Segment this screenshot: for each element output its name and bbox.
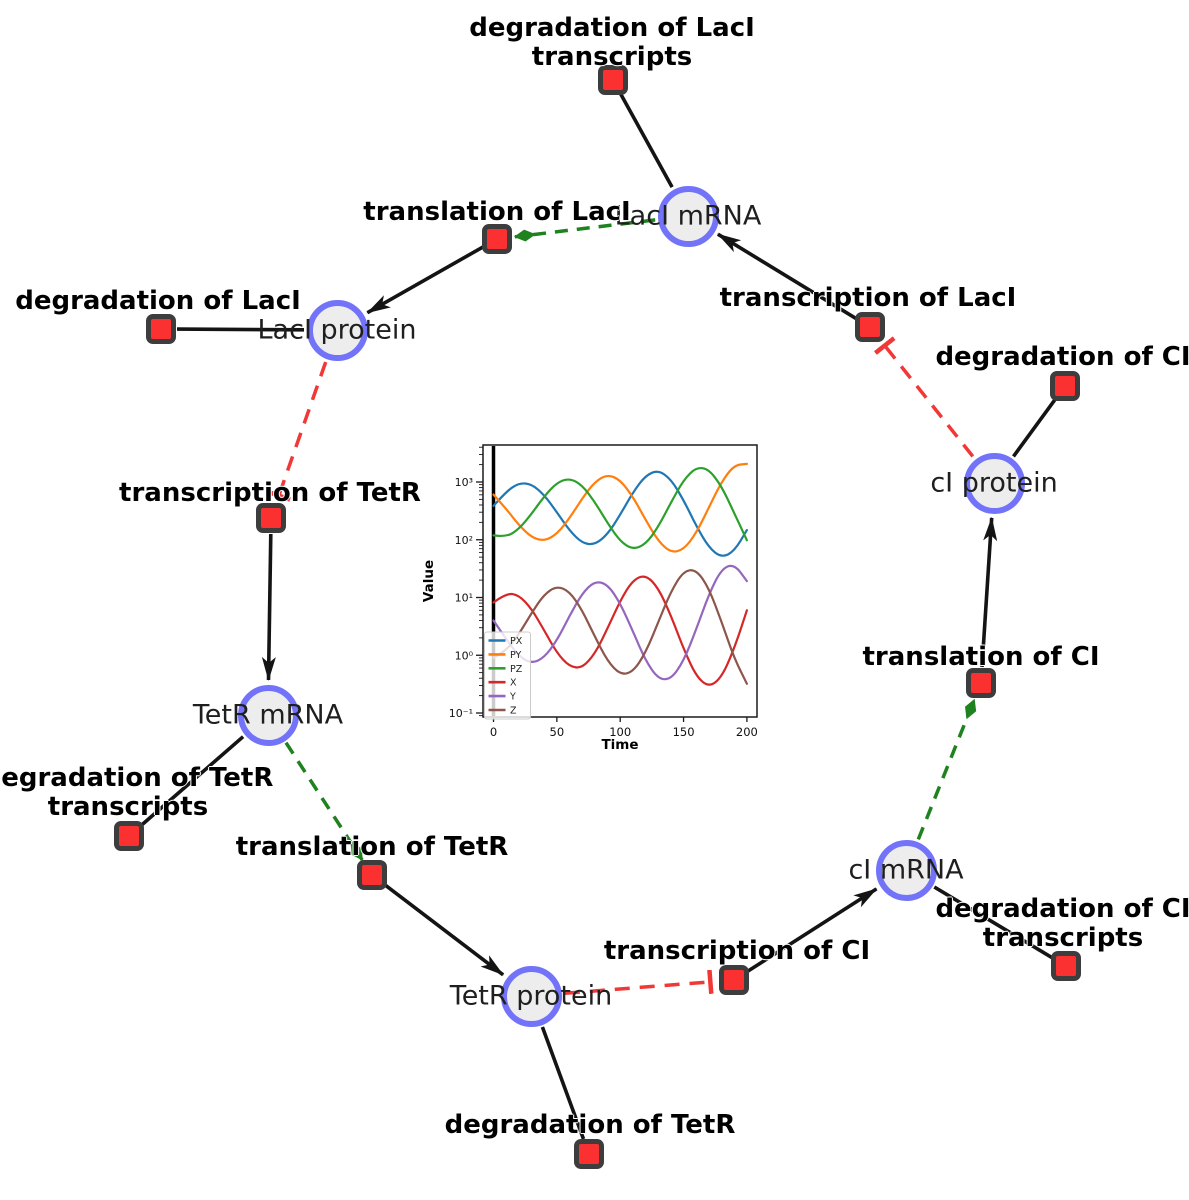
legend-label-Z: Z (510, 706, 517, 717)
reaction-label-tl_tetR: translation of TetR (235, 832, 509, 862)
reaction-node-tc_cI[interactable] (719, 965, 749, 995)
reaction-node-deg_tetR_tx[interactable] (114, 821, 144, 851)
species-node-cI_prot[interactable] (963, 452, 1025, 514)
chart-xtick-100: 100 (609, 725, 631, 739)
chart-ytick-3: 10³ (455, 476, 473, 489)
edge-production-tc_lacI-lacI_mRNA (716, 232, 858, 321)
reaction-label-tc_lacI: transcription of LacI (719, 283, 1017, 313)
reaction-node-deg_cI[interactable] (1050, 371, 1080, 401)
chart-ytick--1: 10⁻¹ (449, 707, 473, 720)
edge-modifier-lacI_mRNA-tl_lacI (513, 218, 656, 242)
species-label-lacI_mRNA: LacI mRNA (614, 200, 762, 232)
legend-label-Y: Y (509, 692, 516, 703)
chart-ylabel: Value (421, 560, 437, 602)
edge-consumption-tetR_prot-deg_tetR (540, 1026, 586, 1140)
chart-xtick-50: 50 (550, 725, 565, 739)
reaction-label-deg_cI_tx: degradation of CI transcripts (935, 894, 1189, 953)
species-label-cI_prot: cI protein (930, 467, 1058, 499)
chart-ytick-0: 10⁰ (455, 649, 474, 662)
edge-consumption-lacI_prot-deg_lacI (176, 327, 305, 332)
species-node-lacI_prot[interactable] (306, 299, 368, 361)
reaction-node-deg_lacI[interactable] (146, 314, 176, 344)
chart-line-Z (492, 569, 748, 685)
edge-consumption-cI_prot-deg_cI (1012, 397, 1057, 458)
species-node-tetR_prot[interactable] (500, 965, 562, 1027)
edge-consumption-lacI_mRNA-deg_lacI_tx (619, 93, 674, 188)
chart-xtick-150: 150 (673, 725, 695, 739)
reaction-label-deg_cI: degradation of CI (935, 342, 1189, 372)
inset-chart: 0 50 100 150 20010⁻¹10⁰10¹10²10³TimeValuePXP… (421, 444, 758, 753)
reaction-node-deg_lacI_tx[interactable] (598, 65, 628, 95)
reaction-node-deg_tetR[interactable] (574, 1139, 604, 1169)
species-node-tetR_mRNA[interactable] (237, 684, 299, 746)
chart-ytick-1: 10¹ (455, 592, 473, 605)
reaction-node-tc_lacI[interactable] (855, 312, 885, 342)
species-label-tetR_prot: TetR protein (449, 980, 613, 1012)
edge-production-tl_tetR-tetR_prot (383, 883, 505, 977)
reaction-label-tl_lacI: translation of LacI (363, 197, 631, 227)
legend-label-X: X (510, 678, 517, 689)
edge-modifier-tetR_mRNA-tl_tetR (284, 741, 364, 861)
reaction-node-deg_cI_tx[interactable] (1051, 951, 1081, 981)
reaction-label-tc_tetR: transcription of TetR (119, 478, 421, 508)
reaction-node-tc_tetR[interactable] (256, 503, 286, 533)
reaction-label-tc_cI: transcription of CI (603, 936, 871, 966)
chart-legend: PX PY PZ XYZ (484, 631, 531, 720)
reaction-label-deg_tetR_tx: degradation of TetR transcripts (0, 763, 274, 822)
chart-ytick-2: 10² (455, 534, 473, 547)
edge-consumption-cI_mRNA-deg_cI_tx (933, 885, 1054, 960)
chart-line-X (492, 575, 748, 686)
chart-line-PY (492, 462, 748, 553)
edge-production-tc_cI-cI_mRNA (746, 887, 878, 973)
species-node-cI_mRNA[interactable] (875, 839, 937, 901)
reaction-node-tl_lacI[interactable] (482, 224, 512, 254)
reaction-node-tl_tetR[interactable] (357, 860, 387, 890)
chart-line-PZ (492, 466, 748, 549)
edge-production-tl_lacI-lacI_prot (366, 245, 484, 315)
reaction-label-deg_tetR: degradation of TetR (444, 1110, 736, 1140)
reaction-node-tl_cI[interactable] (966, 668, 996, 698)
reaction-label-tl_cI: translation of CI (862, 642, 1100, 672)
edge-production-tc_tetR-tetR_mRNA (261, 533, 276, 681)
species-label-tetR_mRNA: TetR mRNA (192, 699, 344, 731)
chart-xtick-200: 200 (736, 725, 758, 739)
legend-label-PZ: PZ (510, 664, 523, 675)
chart-line-PX (492, 470, 748, 557)
reaction-label-deg_lacI: degradation of LacI (15, 286, 301, 316)
chart-line-Y (492, 564, 748, 681)
species-label-lacI_prot: LacI protein (257, 314, 417, 346)
chart-xlabel: Time (601, 737, 638, 753)
chart-series-group (492, 462, 748, 686)
species-label-cI_mRNA: cI mRNA (848, 854, 964, 886)
reaction-label-deg_lacI_tx: degradation of LacI transcripts (469, 13, 755, 72)
legend-label-PY: PY (510, 650, 522, 661)
edge-production-tl_cI-cI_prot (980, 516, 998, 668)
edge-inhibition-lacI_prot-tc_tetR (266, 361, 328, 502)
edge-consumption-tetR_mRNA-deg_tetR_tx (139, 735, 245, 827)
species-node-lacI_mRNA[interactable] (657, 185, 719, 247)
chart-xtick-0: 0 (490, 725, 497, 739)
legend-label-PX: PX (510, 636, 523, 647)
edge-modifier-cI_mRNA-tl_cI (916, 698, 977, 841)
